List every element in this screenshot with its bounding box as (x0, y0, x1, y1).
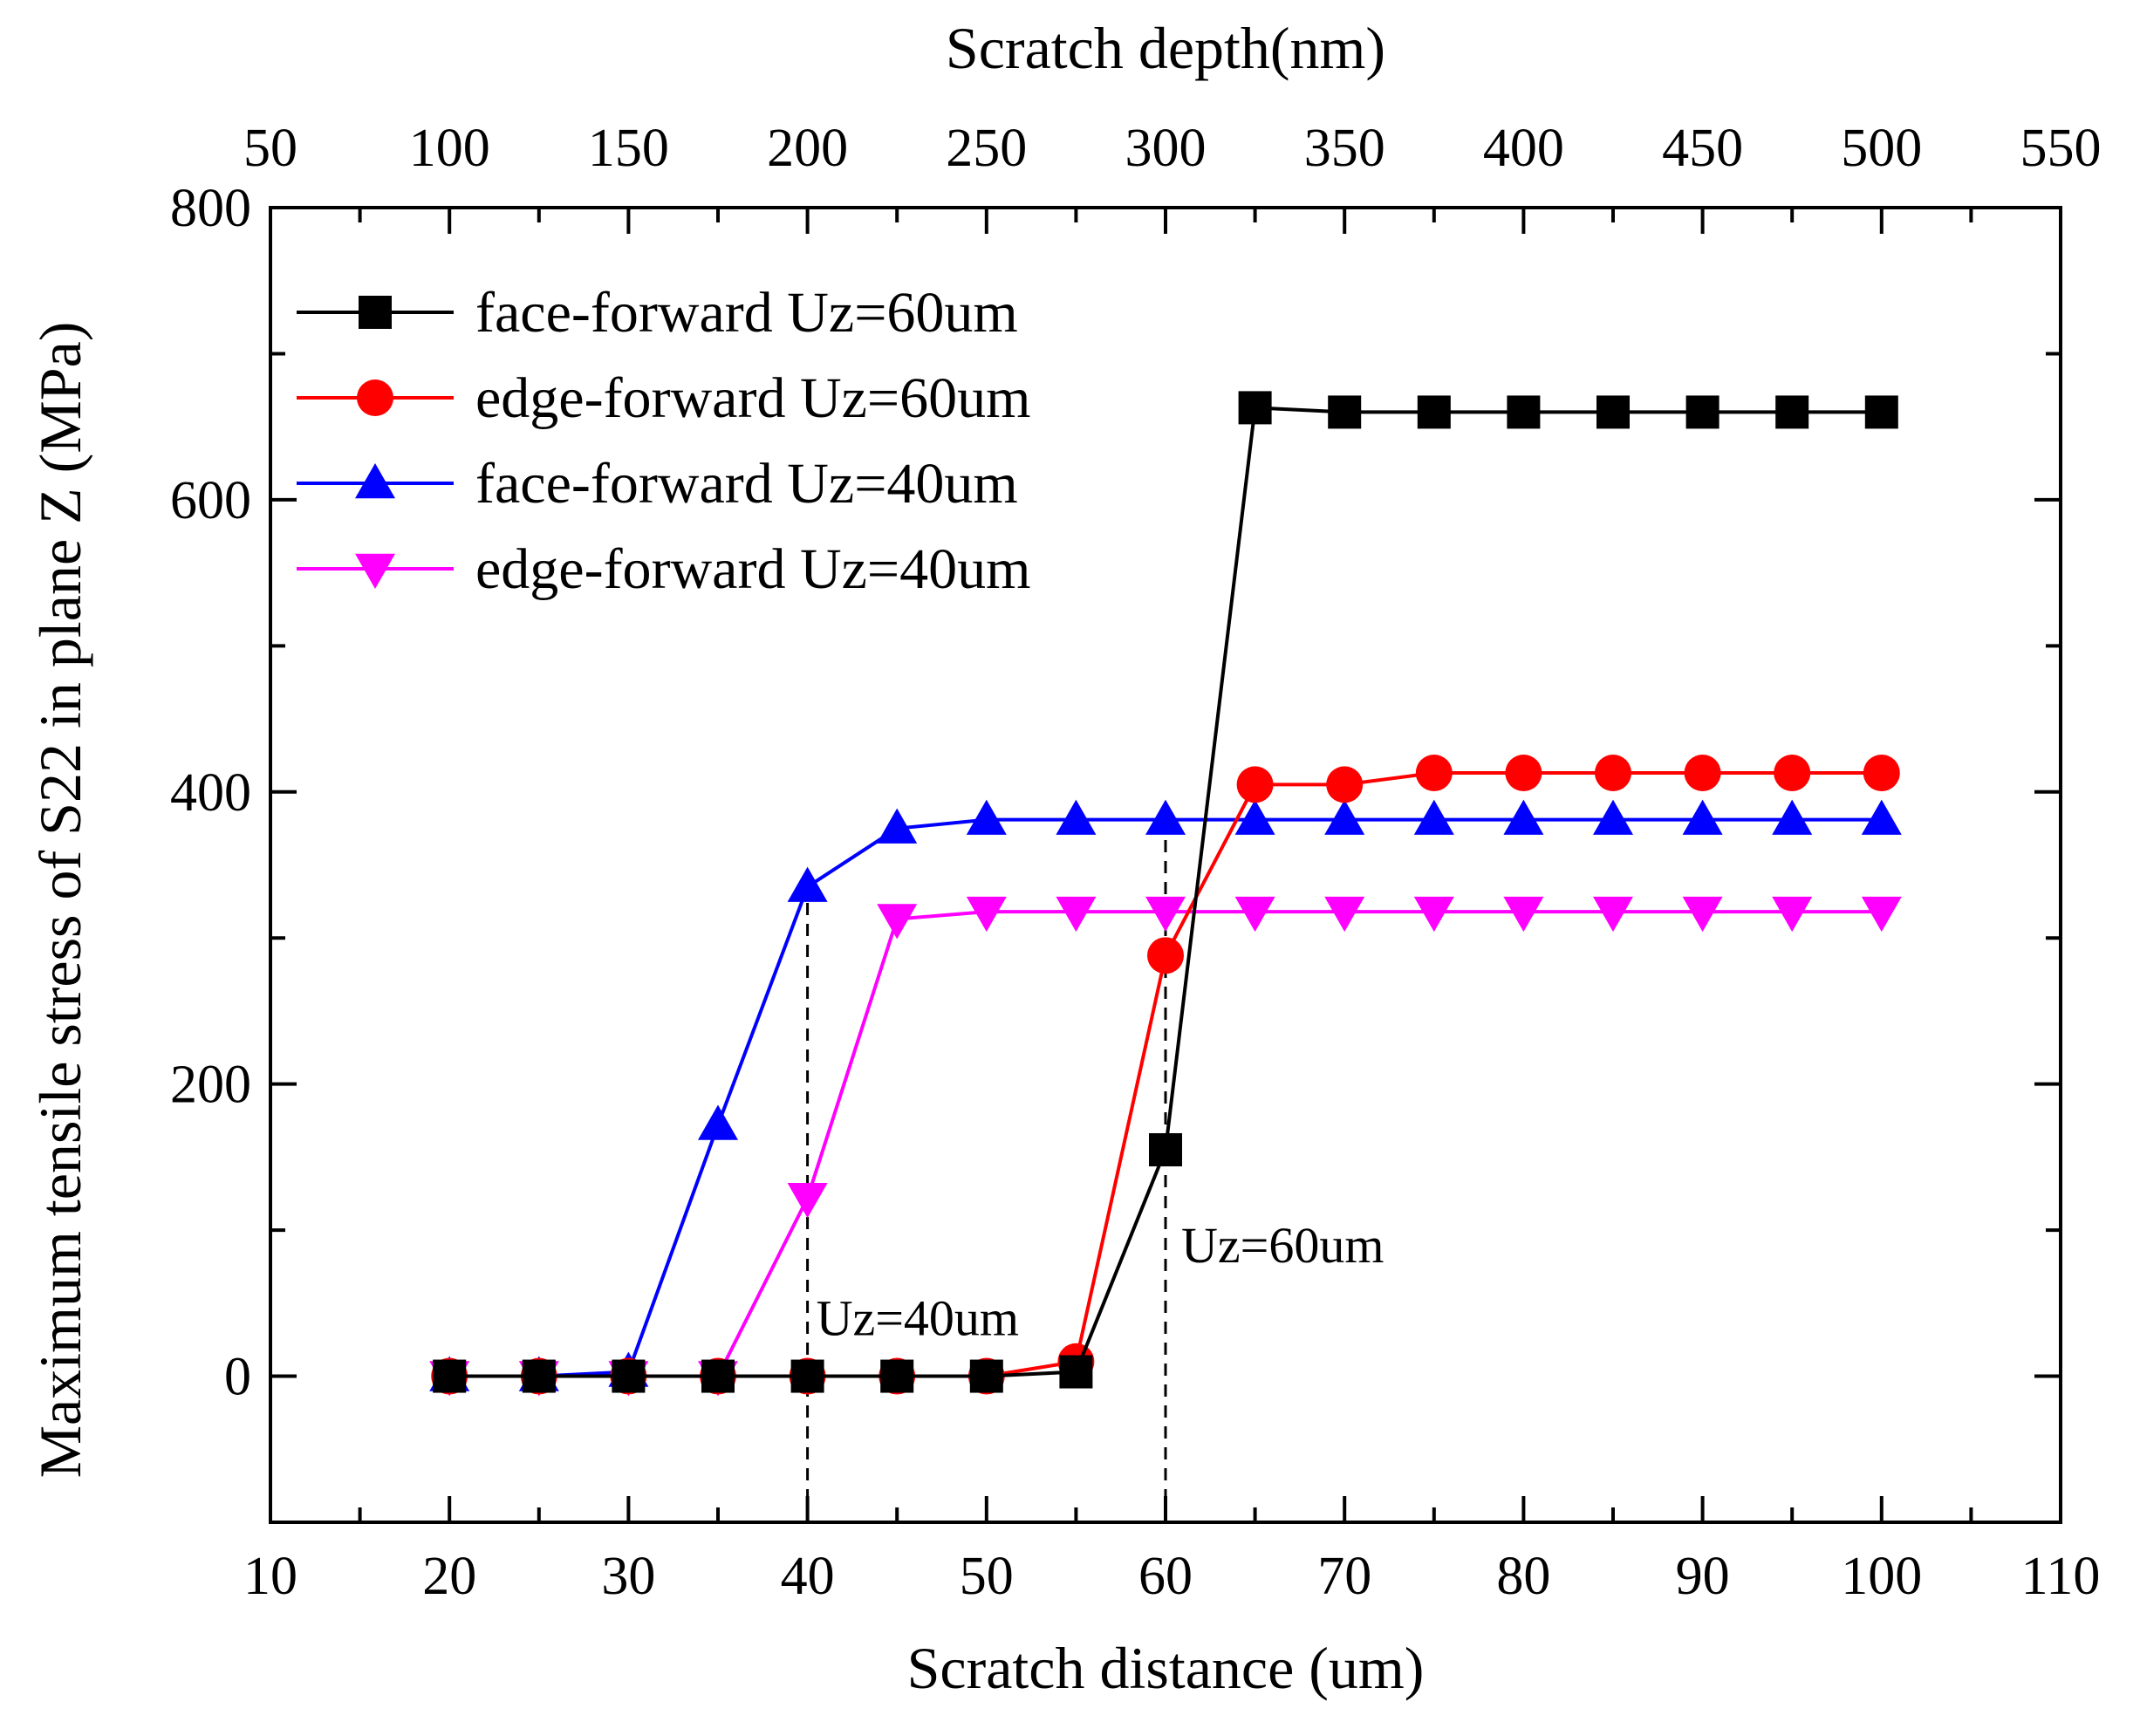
top-tick-label: 550 (2020, 119, 2102, 178)
data-point (1236, 766, 1274, 803)
data-point (1324, 799, 1365, 835)
data-point (1415, 755, 1453, 792)
data-point (880, 1359, 914, 1393)
top-tick-label: 450 (1662, 119, 1743, 178)
data-point (1147, 937, 1184, 974)
legend-label: face-forward Uz=40um (475, 452, 1018, 516)
x-tick-label: 10 (243, 1547, 297, 1606)
data-point (1145, 896, 1186, 933)
top-tick-label: 200 (767, 119, 848, 178)
data-point (1775, 395, 1809, 429)
x-tick-label: 90 (1676, 1547, 1730, 1606)
x-tick-label: 20 (422, 1547, 476, 1606)
data-point (966, 896, 1007, 933)
y-tick-label: 800 (170, 179, 251, 238)
data-point (433, 1359, 467, 1393)
x-tick-label: 70 (1317, 1547, 1371, 1606)
top-tick-label: 250 (946, 119, 1027, 178)
legend-marker (359, 296, 392, 329)
data-point (877, 904, 918, 940)
data-point (1774, 755, 1811, 792)
x-tick-label: 30 (601, 1547, 655, 1606)
legend-marker (357, 379, 393, 416)
data-point (1234, 799, 1275, 835)
annotation-uz60: Uz=60um (1181, 1217, 1384, 1274)
x-tick-label: 100 (1841, 1547, 1922, 1606)
y-tick-label: 400 (170, 763, 251, 823)
data-point (877, 808, 918, 844)
data-point (1238, 391, 1272, 425)
x-tick-label: 50 (960, 1547, 1014, 1606)
data-point (1326, 766, 1364, 803)
data-point (1772, 799, 1813, 835)
data-point (701, 1359, 735, 1393)
data-point (1507, 395, 1541, 429)
data-point (1595, 755, 1631, 792)
legend-label: edge-forward Uz=40um (475, 537, 1030, 601)
data-point (1417, 395, 1451, 429)
data-point (1772, 896, 1813, 933)
legend-label: face-forward Uz=60um (475, 281, 1018, 345)
data-point (1505, 755, 1542, 792)
data-point (698, 1104, 738, 1140)
top-tick-label: 50 (243, 119, 297, 178)
top-tick-label: 150 (588, 119, 669, 178)
y-tick-label: 0 (224, 1348, 251, 1407)
data-point (1056, 896, 1097, 933)
data-point (1328, 395, 1362, 429)
data-point (969, 1359, 1003, 1393)
data-point (1596, 395, 1630, 429)
top-tick-label: 400 (1483, 119, 1564, 178)
top-tick-label: 350 (1304, 119, 1385, 178)
y-axis-title: Maximum tensile stress of S22 in plane Z… (27, 322, 93, 1479)
top-tick-label: 500 (1841, 119, 1922, 178)
data-point (1503, 799, 1544, 835)
data-point (1861, 896, 1902, 933)
legend-entry: edge-forward Uz=40um (297, 537, 1030, 601)
top-tick-label: 300 (1125, 119, 1207, 178)
data-point (1234, 896, 1275, 933)
x-axis-title: Scratch distance (um) (907, 1635, 1425, 1701)
data-point (966, 799, 1007, 835)
annotation-uz40: Uz=40um (817, 1290, 1019, 1347)
data-point (1413, 896, 1454, 933)
x-tick-label: 40 (781, 1547, 835, 1606)
y-tick-label: 600 (170, 471, 251, 530)
data-point (1059, 1355, 1093, 1389)
data-point (787, 1183, 828, 1219)
x-tick-label: 60 (1138, 1547, 1193, 1606)
data-point (1593, 799, 1633, 835)
data-point (1863, 755, 1900, 792)
data-point (787, 866, 828, 902)
data-point (612, 1359, 646, 1393)
top-axis-title: Scratch depth(nm) (946, 15, 1385, 81)
data-point (1503, 896, 1544, 933)
y-tick-label: 200 (170, 1056, 251, 1115)
data-point (1685, 395, 1720, 429)
data-point (1593, 896, 1633, 933)
data-point (1056, 799, 1097, 835)
data-point (790, 1359, 824, 1393)
data-point (1682, 799, 1723, 835)
data-point (522, 1359, 556, 1393)
data-point (1864, 395, 1898, 429)
top-tick-label: 100 (409, 119, 490, 178)
series-0 (433, 391, 1898, 1393)
legend-entry: face-forward Uz=40um (297, 452, 1018, 516)
data-point (1145, 799, 1186, 835)
data-point (1149, 1133, 1182, 1167)
data-point (1682, 896, 1723, 933)
data-point (1413, 799, 1454, 835)
data-point (1684, 755, 1721, 792)
data-point (1324, 896, 1365, 933)
legend-entry: edge-forward Uz=60um (297, 366, 1030, 430)
legend-label: edge-forward Uz=60um (475, 366, 1030, 430)
legend-marker (355, 463, 395, 499)
legend-marker (355, 553, 395, 589)
legend-entry: face-forward Uz=60um (297, 281, 1018, 345)
x-tick-label: 80 (1496, 1547, 1550, 1606)
x-tick-label: 110 (2021, 1547, 2101, 1606)
data-point (1861, 799, 1902, 835)
